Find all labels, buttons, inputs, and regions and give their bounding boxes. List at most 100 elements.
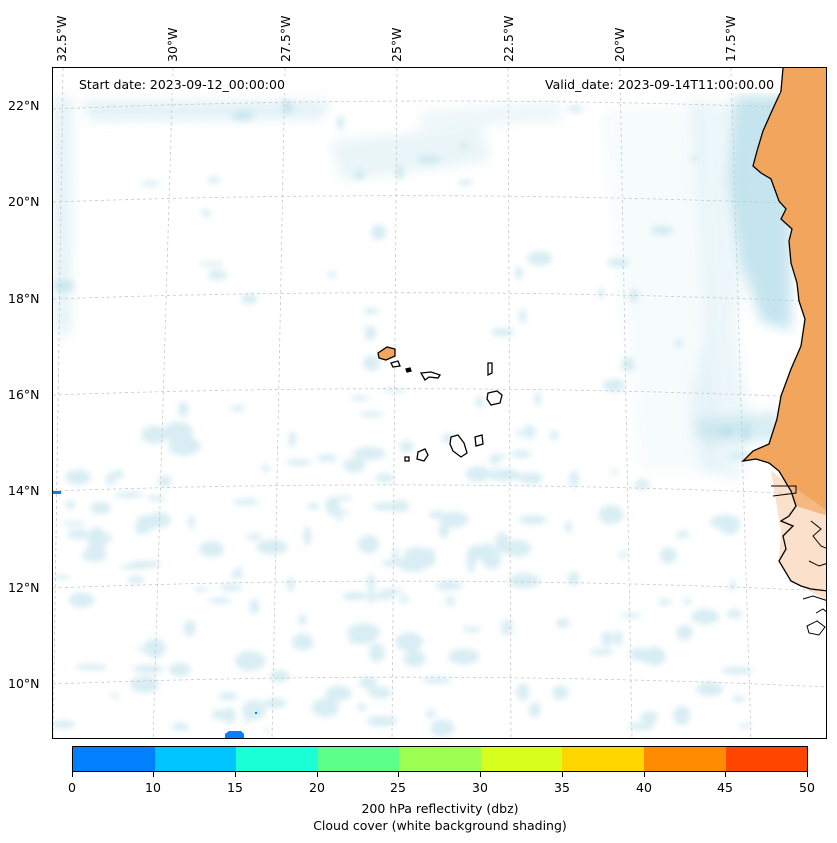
cloud-speckle: [567, 105, 584, 113]
africa-land-south-fade: [771, 471, 826, 600]
cloud-speckle: [336, 115, 345, 130]
cloud-speckle: [130, 676, 159, 693]
cloud-speckle: [375, 473, 395, 483]
cloud-speckle: [352, 447, 386, 460]
cloud-speckle: [676, 530, 690, 539]
cloud-speckle: [588, 648, 615, 656]
cloud-speckle: [461, 626, 482, 632]
cloud-speckle: [627, 722, 655, 730]
cloud-speckle: [199, 541, 225, 557]
gridline-lat-16n: [53, 388, 826, 399]
lat-label-22n: 22°N: [8, 98, 40, 113]
cloud-speckle: [381, 560, 398, 567]
cloud-speckle: [448, 648, 480, 665]
cloud-speckle: [65, 469, 91, 485]
cloud-speckle: [249, 598, 260, 615]
start-date-label: Start date: 2023-09-12_00:00:00: [73, 76, 291, 93]
lat-label-18n: 18°N: [8, 291, 40, 306]
cloud-speckle: [193, 587, 209, 592]
cloud-speckle: [183, 620, 196, 637]
island-sao-vicente: [390, 360, 401, 368]
cloud-speckle: [286, 459, 312, 466]
cloud-speckle: [358, 677, 378, 688]
cloud-speckle: [372, 502, 401, 511]
cloud-speckle: [508, 573, 541, 589]
cloud-speckle: [488, 468, 520, 482]
cloud-speckle: [143, 638, 166, 658]
lat-label-20n: 20°N: [8, 194, 40, 209]
cloud-speckle: [567, 571, 580, 586]
gridline-lon-32-5w: [53, 68, 64, 738]
echo-south-bottom: [225, 731, 244, 738]
africa-land: [743, 68, 826, 516]
cloud-speckle: [347, 638, 375, 644]
cloud-speckle: [342, 591, 367, 601]
cloud-speckle: [738, 723, 752, 729]
lat-label-10n: 10°N: [8, 676, 40, 691]
cloud-speckle: [650, 225, 674, 235]
cloud-speckle: [106, 472, 115, 487]
lat-label-14n: 14°N: [8, 483, 40, 498]
cloud-speckle: [529, 701, 541, 718]
gridline-lat-10n: [53, 676, 826, 688]
cloud-speckle: [74, 664, 109, 671]
cloud-speckle: [460, 143, 468, 150]
cloud-speckle: [490, 456, 499, 466]
echo-south-dot: [255, 712, 257, 714]
cloud-speckle: [230, 405, 246, 412]
cloud-speckle: [609, 470, 620, 474]
lon-label-32-5w: 32.5°W: [54, 15, 69, 62]
gridline-lat-20n: [53, 195, 826, 206]
cloud-speckle: [504, 540, 532, 557]
cloud-speckle: [326, 271, 338, 278]
island-santa-luzia: [405, 367, 412, 373]
cloud-speckle: [141, 425, 169, 444]
cloud-speckle: [634, 479, 650, 490]
colorbar-ticklabel-3: 20: [309, 780, 325, 795]
map-panel[interactable]: [52, 67, 827, 739]
island-santo-antao: [377, 346, 396, 361]
island-santiago: [449, 434, 468, 458]
cloud-speckle: [369, 643, 385, 663]
cloud-speckle: [501, 619, 513, 636]
cloud-speckle: [465, 466, 491, 482]
cloud-speckle: [367, 573, 376, 592]
cloud-speckle: [316, 454, 338, 462]
lon-label-30w: 30°W: [165, 27, 180, 62]
cloud-speckle: [429, 510, 445, 519]
cloud-speckle: [65, 500, 76, 510]
cloud-speckle: [169, 663, 191, 677]
cloud-speckle: [515, 690, 528, 697]
cloud-speckle: [212, 709, 229, 720]
cloud-speckle: [306, 502, 320, 510]
cloud-speckle: [366, 715, 398, 727]
cloud-speckle: [435, 580, 463, 591]
cloud-speckle: [81, 547, 107, 562]
cloud-speckle: [556, 617, 570, 628]
cloud-speckle: [495, 532, 510, 552]
cloud-speckle: [515, 429, 523, 437]
cloud-speckle: [119, 564, 147, 570]
colorbar-sublabel: Cloud cover (white background shading): [313, 818, 567, 833]
cloud-speckle: [430, 719, 455, 737]
cloud-speckle: [256, 539, 288, 555]
cloud-speckle: [721, 666, 754, 675]
cloud-speckle: [67, 529, 90, 539]
cloud-speckle: [263, 698, 287, 709]
cloud-speckle: [523, 424, 536, 439]
cloud-speckle: [354, 170, 365, 180]
cloud-speckle: [696, 682, 724, 697]
cloud-speckle: [613, 630, 623, 647]
gridline-lat-12n: [53, 580, 826, 592]
cloud-speckle: [659, 547, 677, 564]
cloud-speckle: [113, 469, 124, 479]
colorbar-ticklabel-2: 15: [227, 780, 243, 795]
cloud-speckle: [235, 651, 266, 671]
cloud-speckle: [206, 176, 221, 184]
cloud-streak-north-1: [81, 101, 331, 121]
gridline-lon-30w: [152, 68, 174, 738]
cloud-speckle: [178, 401, 189, 417]
lat-label-12n: 12°N: [8, 580, 40, 595]
cloud-speckle: [417, 155, 441, 164]
cloud-speckle: [286, 577, 295, 591]
